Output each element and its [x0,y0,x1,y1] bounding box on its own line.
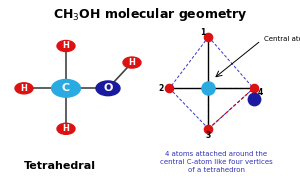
Circle shape [57,40,75,52]
Circle shape [52,79,80,97]
Text: O: O [103,83,113,93]
Text: CH$_3$OH molecular geometry: CH$_3$OH molecular geometry [53,6,247,22]
Point [167,87,172,90]
Circle shape [123,57,141,68]
Text: Tetrahedral: Tetrahedral [24,161,96,171]
Text: 4 atoms attached around the
central C-atom like four vertices
of a tetrahedron: 4 atoms attached around the central C-at… [160,151,272,173]
Text: 3: 3 [206,131,211,140]
Text: 2: 2 [158,84,164,93]
Text: H: H [129,58,135,67]
Point [206,127,211,130]
Text: 1: 1 [200,28,205,37]
Text: H: H [21,84,27,93]
Point [251,87,256,90]
Text: H: H [63,124,69,133]
Circle shape [15,83,33,94]
Point [206,87,211,90]
Circle shape [96,81,120,96]
Point [206,35,211,38]
Text: C: C [62,83,70,93]
Text: H: H [63,42,69,50]
Circle shape [57,123,75,134]
Text: 4: 4 [257,89,263,97]
Point [251,98,256,101]
Text: Central atom: Central atom [264,36,300,42]
